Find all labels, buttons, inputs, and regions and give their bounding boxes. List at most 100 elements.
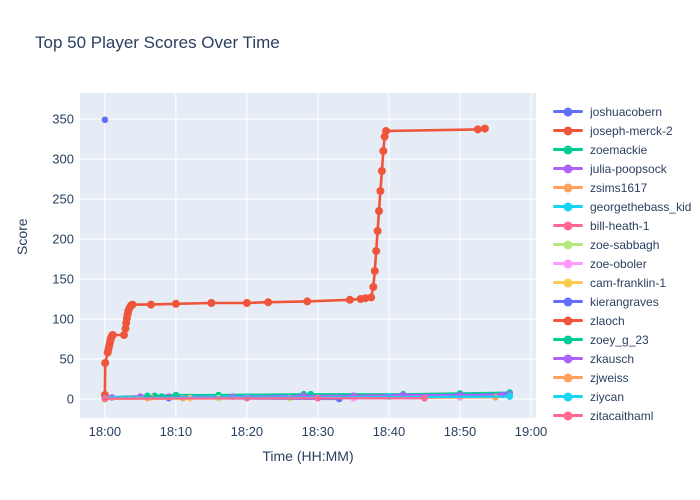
legend-label: julia-poopsock bbox=[590, 161, 667, 176]
legend-label: zoemackie bbox=[590, 142, 648, 157]
series-marker bbox=[120, 331, 128, 339]
legend-line-marker-icon bbox=[553, 259, 583, 268]
legend-label: joshuacobern bbox=[590, 104, 663, 119]
series-marker bbox=[473, 125, 482, 134]
series-marker bbox=[171, 299, 180, 308]
legend-label: ziycan bbox=[590, 389, 625, 404]
legend-line-marker-icon bbox=[553, 126, 583, 135]
legend-label: cam-franklin-1 bbox=[590, 275, 667, 290]
series-marker bbox=[480, 124, 489, 133]
legend-item-zoemackie[interactable]: zoemackie bbox=[553, 140, 698, 159]
x-tick-label: 18:50 bbox=[443, 424, 477, 439]
legend-item-ziycan[interactable]: ziycan bbox=[553, 387, 698, 406]
legend-item-zjweiss[interactable]: zjweiss bbox=[553, 368, 698, 387]
legend-item-bill-heath-1[interactable]: bill-heath-1 bbox=[553, 216, 698, 235]
legend-line-marker-icon bbox=[553, 335, 583, 344]
series-marker bbox=[373, 227, 382, 235]
legend-line-marker-icon bbox=[553, 411, 583, 420]
series-marker bbox=[375, 207, 383, 215]
x-tick-label: 18:20 bbox=[230, 424, 264, 439]
x-tick-label: 18:30 bbox=[301, 424, 335, 439]
series-marker bbox=[303, 297, 312, 306]
legend-label: zkausch bbox=[590, 351, 635, 366]
y-tick-label: 250 bbox=[52, 191, 74, 207]
legend-label: zoe-oboler bbox=[590, 256, 647, 271]
series-marker bbox=[379, 147, 388, 155]
series-zitacaithaml bbox=[101, 394, 428, 402]
legend-item-joseph-merck-2[interactable]: joseph-merck-2 bbox=[553, 121, 698, 140]
series-marker bbox=[147, 300, 155, 309]
series-marker bbox=[376, 187, 385, 195]
series-marker bbox=[101, 116, 109, 124]
legend-label: zlaoch bbox=[590, 313, 625, 328]
y-tick-label: 300 bbox=[52, 151, 74, 167]
series-marker bbox=[101, 359, 110, 367]
series-marker bbox=[207, 299, 216, 307]
y-tick-label: 0 bbox=[66, 391, 74, 407]
series-marker bbox=[421, 394, 428, 402]
y-tick-label: 100 bbox=[52, 311, 74, 327]
series-marker bbox=[345, 295, 354, 304]
legend-item-joshuacobern[interactable]: joshuacobern bbox=[553, 102, 698, 121]
series-marker bbox=[370, 267, 379, 275]
x-tick-label: 19:00 bbox=[514, 424, 548, 439]
legend-line-marker-icon bbox=[553, 145, 583, 154]
legend-item-cam-franklin-1[interactable]: cam-franklin-1 bbox=[553, 273, 698, 292]
legend-line-marker-icon bbox=[553, 164, 583, 173]
legend-label: georgethebass_kid bbox=[590, 199, 692, 214]
legend: joshuacobern joseph-merck-2 zoemackie julia… bbox=[553, 102, 698, 425]
legend-item-julia-poopsock[interactable]: julia-poopsock bbox=[553, 159, 698, 178]
series-joshuacobern bbox=[101, 116, 109, 124]
legend-item-georgethebass_kid[interactable]: georgethebass_kid bbox=[553, 197, 698, 216]
x-tick-label: 18:40 bbox=[372, 424, 406, 439]
y-tick-label: 50 bbox=[59, 351, 74, 367]
legend-line-marker-icon bbox=[553, 183, 583, 192]
x-axis-title: Time (HH:MM) bbox=[262, 448, 354, 464]
series-marker bbox=[101, 395, 109, 402]
series-marker bbox=[314, 394, 322, 402]
legend-item-zlaoch[interactable]: zlaoch bbox=[553, 311, 698, 330]
y-tick-label: 350 bbox=[52, 111, 74, 127]
legend-item-zkausch[interactable]: zkausch bbox=[553, 349, 698, 368]
y-axis-title: Score bbox=[14, 218, 30, 255]
series-marker bbox=[382, 127, 391, 135]
x-tick-label: 18:00 bbox=[88, 424, 122, 439]
legend-label: zoey_g_23 bbox=[590, 332, 649, 347]
legend-label: kierangraves bbox=[590, 294, 659, 309]
series-marker bbox=[369, 283, 378, 291]
legend-line-marker-icon bbox=[553, 392, 583, 401]
series-marker bbox=[372, 247, 381, 255]
legend-line-marker-icon bbox=[553, 354, 583, 363]
legend-line-marker-icon bbox=[553, 297, 583, 306]
legend-label: zsims1617 bbox=[590, 180, 648, 195]
legend-line-marker-icon bbox=[553, 221, 583, 230]
y-tick-label: 200 bbox=[52, 231, 74, 247]
legend-label: zjweiss bbox=[590, 370, 629, 385]
series-marker bbox=[128, 300, 137, 309]
series-marker bbox=[367, 293, 376, 302]
legend-item-zsims1617[interactable]: zsims1617 bbox=[553, 178, 698, 197]
legend-item-kierangraves[interactable]: kierangraves bbox=[553, 292, 698, 311]
plot-area bbox=[80, 93, 536, 418]
series-line bbox=[103, 127, 486, 396]
y-tick-label: 150 bbox=[52, 271, 74, 287]
series-marker bbox=[242, 299, 251, 307]
legend-item-zoe-sabbagh[interactable]: zoe-sabbagh bbox=[553, 235, 698, 254]
legend-line-marker-icon bbox=[553, 373, 583, 382]
legend-item-zoe-oboler[interactable]: zoe-oboler bbox=[553, 254, 698, 273]
legend-label: bill-heath-1 bbox=[590, 218, 650, 233]
page-title: Top 50 Player Scores Over Time bbox=[35, 33, 280, 52]
legend-item-zitacaithaml[interactable]: zitacaithaml bbox=[553, 406, 698, 425]
legend-item-zoey_g_23[interactable]: zoey_g_23 bbox=[553, 330, 698, 349]
legend-label: joseph-merck-2 bbox=[590, 123, 673, 138]
x-tick-label: 18:10 bbox=[159, 424, 193, 439]
plot-canvas bbox=[80, 93, 536, 418]
series-marker bbox=[108, 331, 117, 339]
series-joseph-merck-2 bbox=[100, 124, 489, 399]
legend-line-marker-icon bbox=[553, 278, 583, 287]
legend-line-marker-icon bbox=[553, 202, 583, 211]
legend-label: zoe-sabbagh bbox=[590, 237, 660, 252]
series-marker bbox=[264, 298, 273, 307]
legend-line-marker-icon bbox=[553, 107, 583, 116]
legend-line-marker-icon bbox=[553, 240, 583, 249]
